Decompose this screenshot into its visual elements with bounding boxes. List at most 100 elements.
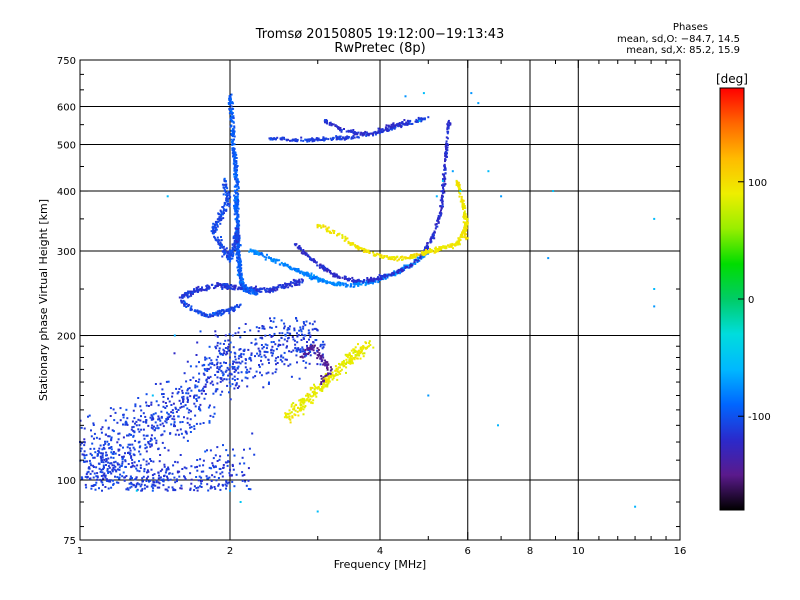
data-point [433,230,436,233]
data-point [301,350,304,353]
data-point [334,124,337,127]
data-point [257,354,260,357]
data-point [234,355,237,358]
data-point [193,289,196,292]
data-point [289,363,292,366]
data-point [272,290,275,293]
data-point [122,413,125,416]
data-point [445,148,448,151]
data-point [305,139,308,142]
data-point [231,101,234,104]
data-point [228,474,231,477]
data-point [236,228,239,231]
data-point [463,205,466,208]
data-point [95,481,98,484]
data-point [182,294,185,297]
data-point [359,133,362,136]
data-point [342,359,345,362]
data-point [230,373,233,376]
data-point [199,409,202,412]
data-point [446,137,449,140]
data-point [445,247,448,249]
data-point [378,132,381,135]
data-point [186,293,189,296]
data-point [452,247,454,250]
data-point [283,322,286,325]
data-point [344,282,347,285]
data-point [102,461,105,464]
data-point [443,165,446,168]
data-point [399,124,402,127]
data-point [307,394,309,397]
data-point [186,360,189,363]
data-point [268,361,270,364]
data-point [316,363,319,366]
data-point [261,287,264,290]
data-point [220,369,223,372]
data-point [162,478,165,481]
data-point [377,127,380,130]
data-point [372,278,375,281]
data-point [233,185,236,188]
data-point [373,254,376,257]
data-point [146,469,149,472]
data-point [413,255,416,258]
data-point [253,289,256,291]
data-point [286,340,289,343]
data-point [400,126,403,129]
data-point [180,432,183,435]
data-point [227,345,230,348]
data-point [360,247,363,250]
data-point [459,235,462,238]
data-point [318,353,321,356]
data-point [357,282,360,285]
data-point [237,198,239,201]
data-point [349,360,352,363]
data-point [380,130,383,133]
data-point [461,201,464,204]
data-point [166,416,169,419]
data-point [281,136,284,139]
data-point [233,206,236,208]
data-point [233,241,236,244]
data-point [236,241,238,244]
data-point [160,415,163,418]
data-point [179,421,182,424]
data-point [157,481,160,484]
data-point [447,119,450,122]
data-point [218,239,221,242]
data-point [219,284,222,286]
data-point [210,359,213,362]
data-point [204,385,207,388]
data-point [250,352,253,355]
data-point [362,132,365,135]
data-point [189,309,192,312]
data-point [90,484,93,487]
data-point [152,477,155,480]
data-point [232,306,235,309]
data-point [129,486,132,489]
data-point [417,259,420,262]
data-point [231,149,234,152]
data-point [153,429,156,432]
data-point [131,426,134,429]
data-point [218,219,221,222]
data-point [241,360,244,363]
data-point [123,476,126,479]
data-point [179,487,182,490]
data-point [263,255,266,258]
data-point [317,280,320,283]
data-point [240,352,243,355]
data-point [339,129,341,132]
data-point [214,223,216,226]
data-point [327,377,330,380]
data-point [85,486,88,489]
data-point [327,269,330,271]
data-point [210,480,213,482]
data-point [236,230,239,233]
data-point [200,289,203,292]
data-point [428,250,431,253]
data-point [172,415,175,418]
data-point [234,368,237,371]
data-point [278,332,281,335]
